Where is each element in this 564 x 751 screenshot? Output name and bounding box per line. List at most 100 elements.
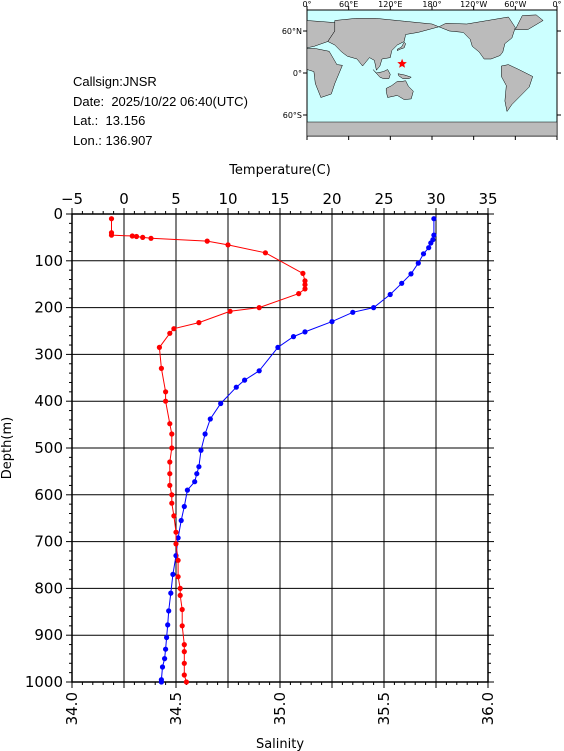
temperature-point [198, 447, 204, 453]
temperature-point [178, 517, 184, 524]
temperature-point [165, 622, 171, 628]
salinity-point [167, 471, 173, 477]
depth-tick-label: 200 [34, 299, 63, 317]
salinity-point [108, 232, 115, 238]
salinity-point [129, 233, 135, 239]
date-label: Date: [73, 93, 105, 109]
temperature-point [350, 309, 356, 315]
salinity-tick-label: 34.5 [167, 692, 185, 725]
salinity-point [169, 445, 175, 451]
map-lon-label: 0° [552, 0, 561, 9]
salinity-tick-label: 36.0 [479, 692, 497, 725]
lat-value: 13.156 [105, 113, 146, 128]
temperature-tick-label: 35 [478, 190, 497, 208]
temperature-point [329, 319, 335, 325]
temperature-point [164, 634, 170, 641]
salinity-point [167, 330, 173, 336]
lat-row: Lat.: 13.156 [73, 111, 248, 131]
salinity-point [108, 216, 115, 222]
salinity-point [148, 235, 154, 241]
depth-tick-label: 700 [34, 533, 63, 551]
temperature-tick-label: 30 [426, 190, 445, 208]
salinity-point [196, 320, 202, 326]
salinity-point [296, 291, 302, 297]
salinity-point [300, 270, 306, 276]
depth-tick-label: 800 [34, 579, 63, 597]
map-landmass [397, 41, 406, 52]
map-landmass [327, 18, 440, 71]
salinity-point [181, 642, 187, 648]
salinity-point [179, 606, 185, 613]
depth-tick-label: 900 [34, 626, 63, 644]
temperature-axis-label: Temperature(C) [228, 163, 331, 178]
temperature-point [184, 487, 190, 493]
salinity-point [177, 592, 183, 599]
temperature-point [196, 464, 202, 470]
temperature-tick-label: 5 [171, 190, 181, 208]
temperature-point [408, 271, 414, 277]
salinity-point [227, 308, 233, 314]
temperature-tick-label: 20 [322, 190, 341, 208]
temperature-point [168, 590, 174, 596]
salinity-point [156, 344, 162, 350]
temperature-point [302, 329, 308, 335]
temperature-point [202, 431, 208, 437]
temperature-point [420, 251, 427, 257]
depth-tick-label: 100 [34, 252, 63, 270]
station-info: Callsign:JNSR Date: 2025/10/22 06:40(UTC… [73, 72, 248, 150]
date-row: Date: 2025/10/22 06:40(UTC) [73, 92, 248, 112]
temperature-point [170, 571, 176, 578]
lon-label: Lon.: [73, 132, 102, 148]
salinity-point [183, 679, 189, 685]
salinity-point [302, 286, 308, 292]
salinity-point [169, 492, 175, 498]
map-lat-label: 0° [293, 69, 302, 78]
salinity-point [171, 326, 177, 332]
temperature-tick-label: 25 [374, 190, 393, 208]
salinity-tick-label: 35.0 [271, 692, 289, 725]
salinity-point [167, 482, 173, 488]
temperature-point [242, 377, 248, 383]
salinity-point [171, 513, 177, 519]
salinity-point [225, 242, 231, 248]
lon-row: Lon.: 136.907 [73, 131, 248, 151]
temperature-point [387, 291, 393, 298]
salinity-point [175, 557, 181, 563]
temperature-point [166, 608, 172, 614]
temperature-point [159, 664, 166, 670]
temperature-point [181, 503, 187, 510]
temperature-point [431, 232, 437, 238]
temperature-tick-label: −5 [61, 190, 83, 208]
salinity-point [169, 431, 175, 437]
temperature-point [431, 216, 437, 222]
map-landmass [438, 16, 516, 60]
salinity-point [302, 278, 308, 284]
temperature-point [162, 656, 168, 662]
temperature-point [428, 240, 434, 246]
map-landmass [306, 48, 343, 98]
salinity-point [167, 421, 173, 427]
temperature-point [415, 260, 421, 266]
lon-value: 136.907 [105, 132, 153, 148]
salinity-point [163, 389, 169, 395]
salinity-tick-label: 34.0 [63, 692, 81, 725]
salinity-point [204, 238, 210, 244]
map-lon-label: 60°W [504, 0, 526, 9]
map-lon-label: 180° [422, 0, 441, 9]
map-lon-label: 0° [302, 0, 311, 9]
map-lat-label: 60°N [282, 27, 302, 36]
temperature-point [371, 305, 377, 311]
temperature-point [163, 646, 169, 652]
salinity-point [163, 398, 169, 404]
map-lat-label: 60°S [283, 111, 302, 120]
salinity-profile-line [111, 218, 306, 683]
salinity-point [133, 233, 140, 240]
temperature-point [194, 471, 200, 477]
temperature-point [158, 679, 164, 685]
map-landmass [372, 69, 391, 79]
depth-tick-label: 600 [34, 486, 63, 504]
temperature-tick-label: 10 [218, 190, 237, 208]
salinity-axis-label: Salinity [256, 737, 304, 751]
